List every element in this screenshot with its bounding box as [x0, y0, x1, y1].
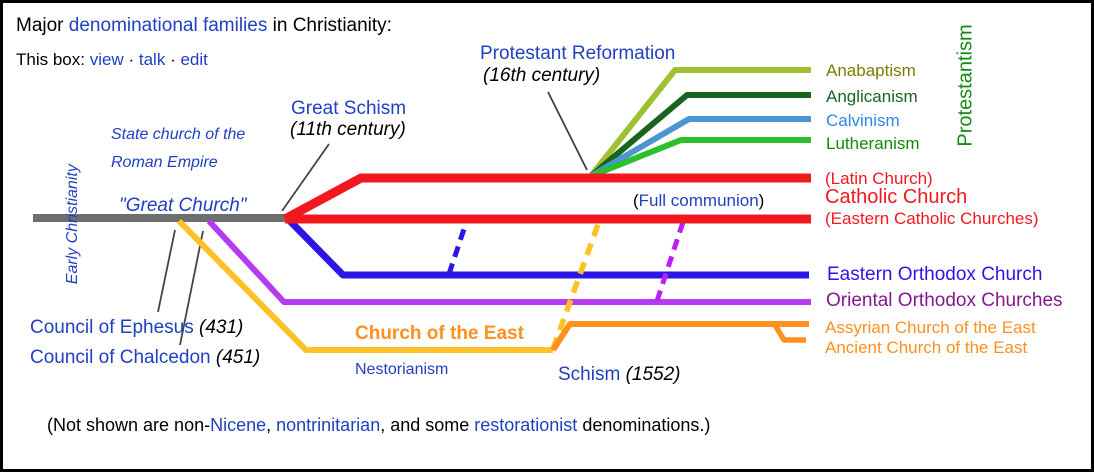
denominational-families-link[interactable]: denominational families — [68, 15, 268, 36]
pointer-chalcedon — [179, 230, 204, 346]
line-church-of-the-east — [176, 218, 553, 353]
protestant-reformation-label: Protestant Reformation — [480, 43, 676, 64]
state-church-label: State church of the Roman Empire — [111, 126, 246, 171]
line-anabaptism — [588, 67, 811, 178]
full-communion-label: (Full communion) — [633, 191, 765, 210]
restorationist-link[interactable]: restorationist — [474, 415, 578, 435]
diagram-lines — [33, 67, 811, 353]
assyrian-label: Assyrian Church of the East — [825, 318, 1036, 337]
line-anglicanism — [589, 92, 811, 179]
template-box-links: This box: view · talk · edit — [16, 50, 208, 70]
line-calvinism — [589, 116, 811, 179]
latin-church-label: (Latin Church) — [825, 169, 933, 188]
protestant-reformation-date: (16th century) — [483, 65, 601, 86]
edit-link[interactable]: edit — [180, 50, 208, 69]
page-title: Major denominational families in Christi… — [16, 15, 392, 37]
talk-link[interactable]: talk — [138, 50, 166, 69]
great-church-label: "Great Church" — [119, 195, 247, 216]
pointer-ephesus — [157, 229, 176, 313]
council-chalcedon-label: Council of Chalcedon (451) — [30, 347, 261, 368]
separator-dot: · — [170, 50, 176, 69]
pointer-great-schism — [281, 143, 330, 212]
church-of-the-east-label: Church of the East — [355, 323, 524, 344]
nicene-link[interactable]: Nicene — [210, 415, 267, 435]
line-oriental-orthodox — [206, 218, 811, 305]
view-link[interactable]: view — [89, 50, 124, 69]
title-prefix: Major — [16, 15, 69, 36]
line-assyrian — [550, 321, 809, 352]
eastern-orthodox-label: Eastern Orthodox Church — [827, 264, 1043, 285]
oriental-orthodox-label: Oriental Orthodox Churches — [826, 290, 1063, 311]
council-ephesus-label: Council of Ephesus (431) — [30, 317, 244, 338]
schism-1552-label: Schism (1552) — [558, 364, 681, 385]
full-communion-link[interactable]: Full communion — [638, 191, 759, 210]
ancient-label: Ancient Church of the East — [825, 338, 1028, 357]
line-latin-church — [282, 173, 811, 223]
protestantism-label: Protestantism — [954, 24, 977, 147]
pointer-reformation — [547, 91, 588, 171]
dashed-church-of-east-to-catholic — [550, 218, 603, 350]
calvinism-label: Calvinism — [826, 111, 900, 130]
dashed-oriental-to-catholic — [654, 218, 687, 302]
anglicanism-label: Anglicanism — [826, 87, 918, 106]
great-schism-date: (11th century) — [290, 119, 406, 140]
early-christianity-label: Early Christianity — [63, 164, 81, 285]
nestorianism-label: Nestorianism — [355, 361, 449, 378]
dashed-eastern-orthodox-to-catholic — [446, 219, 470, 275]
box-label: This box: — [16, 50, 90, 69]
catholic-church-label: Catholic Church — [825, 186, 968, 208]
great-schism-label: Great Schism — [291, 98, 407, 119]
line-lutheranism — [589, 137, 811, 179]
title-suffix: in Christianity: — [267, 15, 392, 36]
footer-note: (Not shown are non-Nicene, nontrinitaria… — [47, 415, 711, 435]
nontrinitarian-link[interactable]: nontrinitarian — [276, 415, 381, 435]
eastern-catholic-label: (Eastern Catholic Churches) — [825, 209, 1039, 228]
separator-dot: · — [128, 50, 135, 69]
anabaptism-label: Anabaptism — [826, 61, 916, 80]
line-eastern-orthodox — [286, 217, 809, 279]
lutheranism-label: Lutheranism — [826, 134, 920, 153]
line-ancient — [772, 323, 806, 343]
